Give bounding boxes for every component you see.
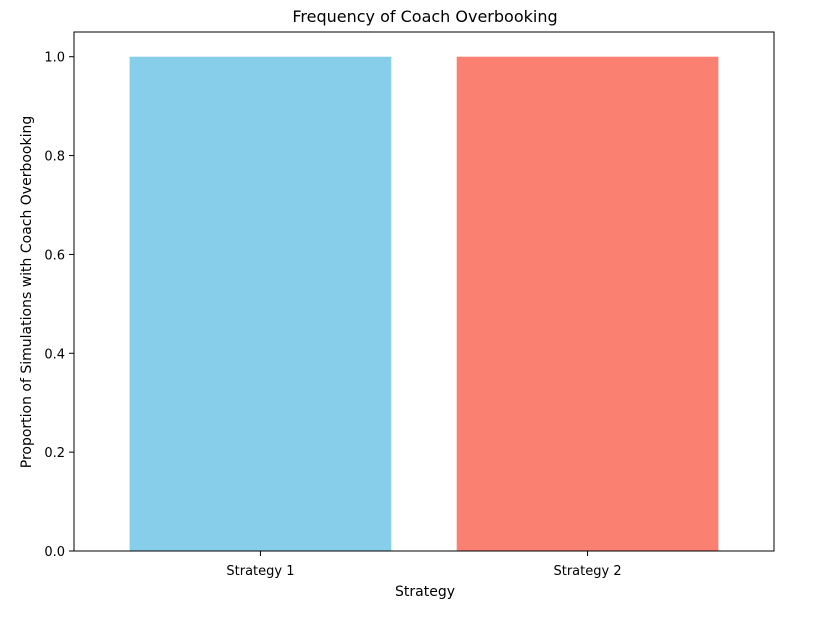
x-axis-label: Strategy — [395, 584, 455, 600]
y-tick-label: 0.0 — [44, 545, 65, 560]
bar-1 — [129, 56, 392, 551]
bar-2 — [456, 56, 719, 551]
x-tick-label: Strategy 2 — [553, 564, 621, 579]
y-tick-label: 0.4 — [44, 347, 65, 362]
chart-title: Frequency of Coach Overbooking — [292, 7, 557, 26]
y-tick-label: 0.6 — [44, 248, 65, 263]
ticks-layer: Strategy 1 Strategy 2 0.0 0.2 0.4 0.6 0.8 1.0 — [44, 51, 621, 579]
y-axis-label: Proportion of Simulations with Coach Ove… — [19, 116, 35, 469]
plot-frame — [73, 31, 775, 552]
y-tick-label: 0.8 — [44, 150, 65, 165]
x-tick-label: Strategy 1 — [226, 564, 294, 579]
y-tick-label: 1.0 — [44, 51, 65, 66]
y-tick-label: 0.2 — [44, 446, 65, 461]
bars-layer — [129, 56, 719, 551]
